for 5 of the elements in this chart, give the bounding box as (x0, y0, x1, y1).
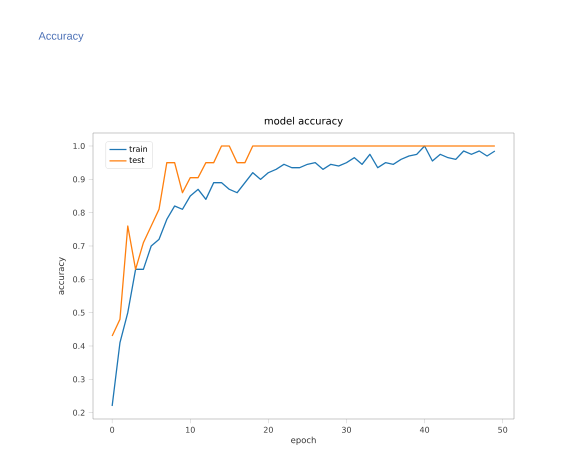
chart-title: model accuracy (264, 116, 343, 127)
line-series (111, 145, 496, 407)
text: Accuracy (38, 32, 84, 42)
x-axis-title: epoch (291, 436, 316, 445)
y-axis-title: accuracy (59, 257, 66, 295)
